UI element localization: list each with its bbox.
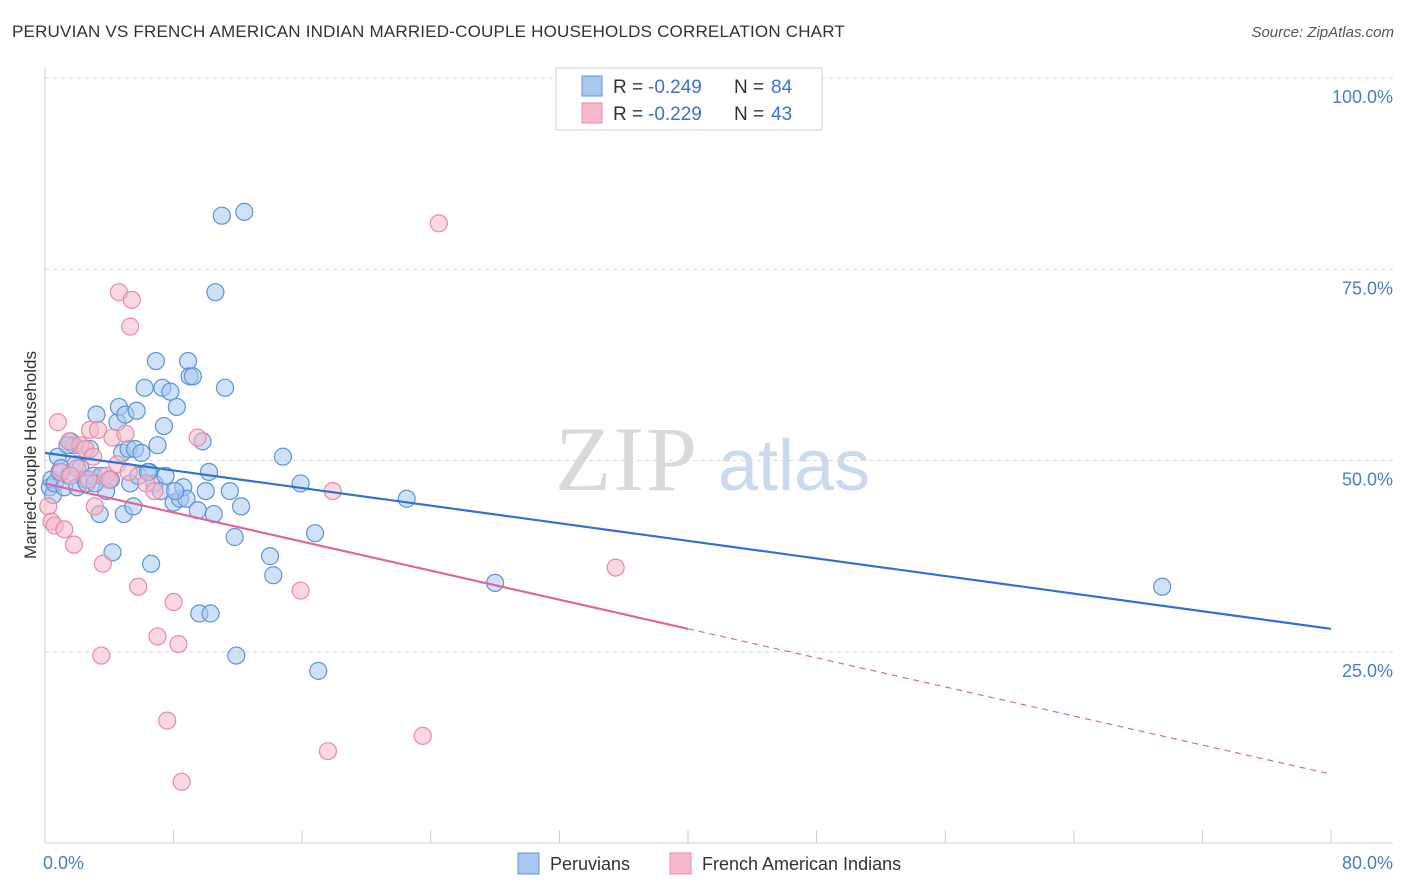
peruvian-point — [166, 482, 185, 501]
french-american-indians-trend-line — [44, 482, 689, 630]
peruvian-point — [154, 416, 174, 436]
french-american-indian-point — [84, 447, 103, 466]
peruvian-point — [212, 206, 231, 225]
french-american-indian-point — [172, 772, 191, 791]
french-american-indian-point — [48, 413, 67, 432]
french-american-indian-point — [145, 482, 164, 501]
legend-n-label-1: N = — [734, 77, 764, 98]
peruvian-point — [206, 283, 225, 302]
series-legend-label-peruvians: Peruvians — [550, 854, 630, 874]
french-american-indians-trend-extension — [687, 628, 1332, 775]
french-american-indian-point — [55, 520, 74, 539]
peruvian-point — [156, 466, 175, 485]
legend-swatch-french-american-indians — [581, 102, 603, 124]
peruvian-point — [397, 489, 416, 508]
french-american-indian-point — [79, 470, 98, 489]
watermark: ZIP atlas — [555, 408, 870, 510]
french-american-indian-point — [169, 634, 188, 654]
watermark-zip: ZIP — [555, 408, 699, 510]
y-tick-label: 50.0% — [1342, 470, 1393, 490]
french-american-indian-point — [64, 535, 84, 554]
peruvians-trend-line — [44, 451, 1332, 630]
french-american-indian-point — [121, 317, 140, 336]
peruvian-point — [201, 604, 220, 623]
french-american-indian-point — [413, 726, 432, 746]
scatter-points — [39, 202, 1172, 791]
y-tick-label: 100.0% — [1332, 87, 1393, 107]
peruvian-point — [183, 367, 202, 386]
correlation-legend: R = -0.249 N = 84 R = -0.229 N = 43 — [555, 67, 823, 131]
peruvian-point — [167, 397, 186, 417]
legend-r-value-2: -0.229 — [648, 104, 702, 125]
x-axis-ticks — [173, 830, 1332, 843]
peruvian-point — [199, 462, 219, 482]
french-american-indian-point — [61, 466, 80, 485]
french-american-indian-point — [429, 214, 448, 233]
peruvian-point — [225, 527, 244, 547]
peruvian-point — [309, 661, 328, 680]
french-american-indian-point — [88, 420, 108, 439]
french-american-indian-point — [122, 290, 141, 309]
x-tick-label-max: 80.0% — [1342, 853, 1393, 873]
french-american-indian-point — [291, 581, 310, 600]
grid — [45, 77, 1393, 653]
french-american-indian-point — [100, 470, 119, 489]
french-american-indian-point — [92, 646, 111, 665]
peruvian-point — [148, 436, 167, 455]
french-american-indian-point — [85, 497, 104, 516]
peruvian-point — [260, 547, 280, 566]
legend-n-value-2: 43 — [771, 104, 792, 125]
legend-n-label-2: N = — [734, 104, 764, 125]
x-tick-label-min: 0.0% — [43, 853, 84, 873]
french-american-indian-point — [158, 711, 177, 730]
series-legend-swatch-french-american-indians — [669, 852, 692, 875]
peruvian-point — [232, 497, 251, 516]
y-axis-label: Married-couple Households — [21, 351, 40, 559]
peruvian-point — [235, 202, 254, 221]
y-tick-label: 75.0% — [1342, 278, 1393, 298]
peruvian-point — [146, 351, 166, 371]
french-american-indian-point — [129, 577, 148, 596]
series-legend-label-french-american-indians: French American Indians — [702, 854, 901, 874]
peruvian-point — [273, 447, 293, 466]
series-legend: Peruvians French American Indians — [517, 852, 901, 875]
peruvian-point — [305, 524, 325, 543]
peruvian-point — [135, 378, 154, 397]
french-american-indian-point — [148, 627, 167, 646]
peruvian-point — [141, 554, 161, 573]
peruvian-point — [215, 378, 235, 397]
peruvian-point — [227, 646, 246, 665]
legend-n-value-1: 84 — [771, 77, 793, 98]
legend-r-value-1: -0.249 — [648, 77, 702, 98]
trend-lines — [44, 451, 1332, 775]
peruvian-point — [127, 401, 146, 420]
peruvian-point — [220, 482, 239, 501]
french-american-indian-point — [606, 558, 625, 577]
legend-r-label-2: R = — [613, 104, 643, 125]
peruvian-point — [161, 382, 180, 401]
french-american-indian-point — [93, 554, 112, 573]
french-american-indian-point — [188, 428, 207, 447]
peruvian-point — [264, 566, 283, 585]
series-legend-swatch-peruvians — [517, 852, 540, 875]
legend-swatch-peruvians — [581, 75, 603, 97]
french-american-indian-point — [164, 592, 183, 612]
y-tick-label: 25.0% — [1342, 661, 1393, 681]
french-american-indian-point — [39, 497, 58, 516]
source-credit: Source: ZipAtlas.com — [1251, 24, 1394, 41]
peruvian-point — [1153, 577, 1172, 596]
peruvian-point — [196, 482, 215, 501]
peruvian-point — [87, 405, 106, 424]
y-tick-labels: 25.0% 50.0% 75.0% 100.0% — [1332, 87, 1393, 681]
french-american-indian-point — [116, 424, 135, 443]
chart-title: PERUVIAN VS FRENCH AMERICAN INDIAN MARRI… — [12, 22, 845, 41]
french-american-indian-point — [318, 742, 338, 761]
watermark-atlas: atlas — [718, 426, 870, 506]
peruvian-point — [132, 443, 151, 462]
peruvian-point — [124, 497, 143, 516]
peruvian-point — [178, 351, 198, 371]
legend-r-label-1: R = — [613, 77, 643, 98]
